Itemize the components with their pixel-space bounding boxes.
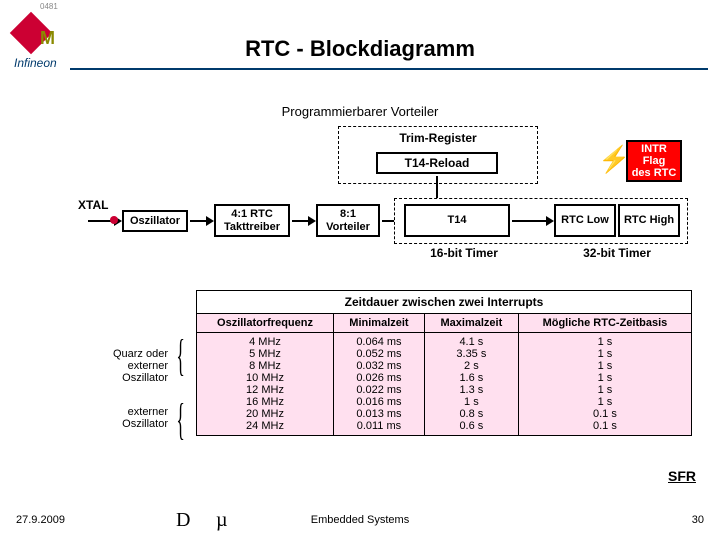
col-min: Minimalzeit (334, 314, 425, 333)
caption-32bit: 32-bit Timer (554, 246, 680, 260)
cell-freq: 4 MHz 5 MHz 8 MHz 10 MHz 12 MHz 16 MHz 2… (197, 333, 334, 436)
brace-1-icon: { (176, 330, 184, 381)
xtal-label: XTAL (78, 198, 108, 212)
arrow-osc-clkdrv (190, 220, 208, 222)
intr-flag-text: INTR Flag des RTC (632, 143, 677, 179)
col-freq: Oszillatorfrequenz (197, 314, 334, 333)
col-max: Maximalzeit (424, 314, 518, 333)
t14-block: T14 (404, 204, 510, 237)
cell-basis: 1 s 1 s 1 s 1 s 1 s 1 s 0.1 s 0.1 s (518, 333, 691, 436)
table-caption: Zeitdauer zwischen zwei Interrupts (196, 290, 692, 313)
brace-label-quartz: Quarz oder externer Oszillator (88, 348, 168, 384)
footer-title: Embedded Systems (0, 514, 720, 526)
cell-max: 4.1 s 3.35 s 2 s 1.6 s 1.3 s 1 s 0.8 s 0… (424, 333, 518, 436)
title-rule (70, 68, 708, 70)
page-title: RTC - Blockdiagramm (0, 36, 720, 62)
brace-2-icon: { (176, 394, 184, 445)
rtc-low-block: RTC Low (554, 204, 616, 237)
clock-driver-block: 4:1 RTC Takttreiber (214, 204, 290, 237)
brace-label-external: externer Oszillator (88, 406, 168, 430)
sfr-link[interactable]: SFR (668, 468, 696, 484)
slide-id: 0481 (40, 2, 58, 11)
node-dot-osc (110, 216, 118, 224)
rtc-high-block: RTC High (618, 204, 680, 237)
arrow-t14-rtclow (512, 220, 548, 222)
arrow-reload-to-t14 (436, 176, 438, 200)
t14-reload-block: T14-Reload (376, 152, 498, 174)
prescaler-block: 8:1 Vorteiler (316, 204, 380, 237)
footer-page-number: 30 (692, 514, 704, 526)
oscillator-block: Oszillator (122, 210, 188, 232)
cell-min: 0.064 ms 0.052 ms 0.032 ms 0.026 ms 0.02… (334, 333, 425, 436)
caption-16bit: 16-bit Timer (404, 246, 524, 260)
interrupt-duration-table: Zeitdauer zwischen zwei Interrupts Oszil… (196, 290, 692, 436)
data-table: Zeitdauer zwischen zwei Interrupts Oszil… (196, 290, 692, 436)
prescaler-caption: Programmierbarer Vorteiler (0, 104, 720, 119)
trim-register-label: Trim-Register (339, 131, 537, 145)
intr-flag-block: INTR Flag des RTC (626, 140, 682, 182)
arrow-clkdrv-pre (292, 220, 310, 222)
col-basis: Mögliche RTC-Zeitbasis (518, 314, 691, 333)
